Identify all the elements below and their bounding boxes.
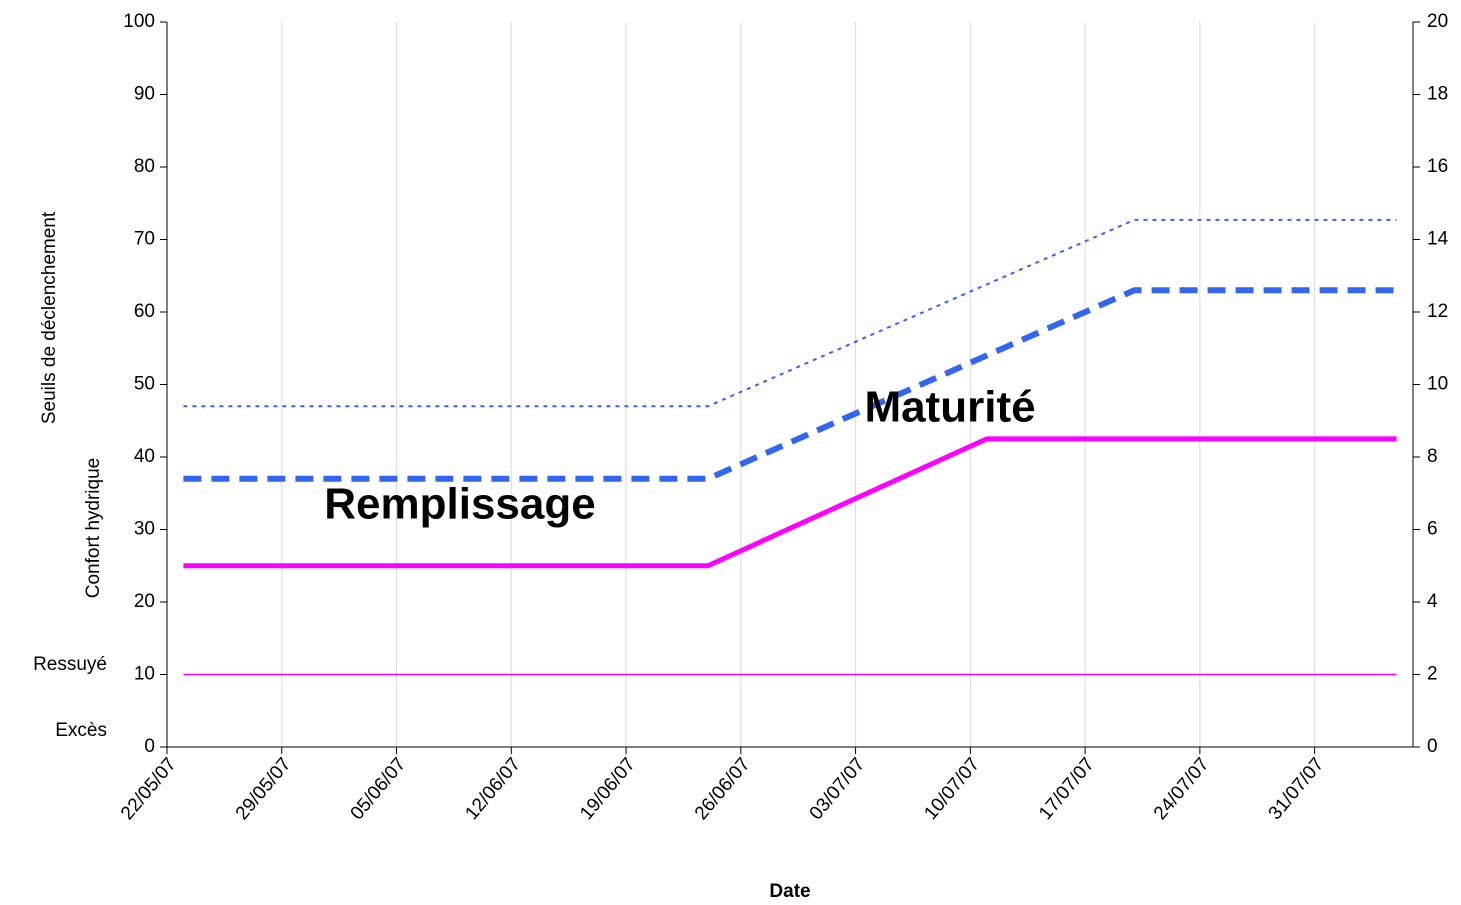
y-tick-label: 20	[134, 591, 155, 612]
y-tick-label: 80	[134, 156, 155, 177]
x-tick-label: 03/07/07	[806, 754, 870, 824]
x-tick-label: 17/07/07	[1035, 754, 1099, 824]
y-tick-label: 100	[123, 11, 155, 32]
y-tick-label: 70	[134, 229, 155, 250]
annotation: Maturité	[864, 383, 1035, 432]
y-tick-label: 60	[134, 301, 155, 322]
x-tick-label: 24/07/07	[1150, 754, 1214, 824]
annotation: Ressuyé	[33, 654, 107, 675]
y2-tick-label: 10	[1427, 374, 1448, 395]
y-tick-label: 0	[144, 736, 155, 757]
y-tick-label: 40	[134, 446, 155, 467]
y2-tick-label: 12	[1427, 301, 1448, 322]
x-tick-label: 05/06/07	[347, 754, 411, 824]
line-series	[183, 287, 1397, 482]
annotation: Excès	[55, 720, 107, 741]
x-tick-label: 19/06/07	[576, 754, 640, 824]
y2-tick-label: 20	[1427, 11, 1448, 32]
y-tick-label: 30	[134, 519, 155, 540]
y2-tick-label: 4	[1427, 591, 1438, 612]
grid	[166, 22, 1316, 747]
y2-tick-label: 8	[1427, 446, 1438, 467]
x-axis-label: Date	[769, 881, 810, 902]
y-tick-label: 50	[134, 374, 155, 395]
y-tick-label: 10	[134, 664, 155, 685]
x-tick-label: 31/07/07	[1265, 754, 1329, 824]
y2-tick-label: 14	[1427, 229, 1449, 250]
y2-tick-label: 16	[1427, 156, 1448, 177]
annotation: Remplissage	[324, 480, 595, 529]
line-series	[183, 436, 1397, 569]
y-tick-label: 90	[134, 84, 155, 105]
y2-tick-label: 18	[1427, 84, 1448, 105]
y2-tick-label: 0	[1427, 736, 1438, 757]
x-tick-label: 29/05/07	[232, 754, 296, 824]
x-tick-label: 10/07/07	[920, 754, 984, 824]
y-axis-label: Confort hydrique	[83, 458, 104, 598]
y2-tick-label: 6	[1427, 519, 1438, 540]
x-tick-label: 12/06/07	[461, 754, 525, 824]
x-tick-label: 22/05/07	[117, 754, 181, 824]
line-series	[183, 218, 1397, 408]
x-tick-label: 26/06/07	[691, 754, 755, 824]
y-axis-label: Seuils de déclenchement	[39, 211, 60, 424]
y2-tick-label: 2	[1427, 664, 1438, 685]
